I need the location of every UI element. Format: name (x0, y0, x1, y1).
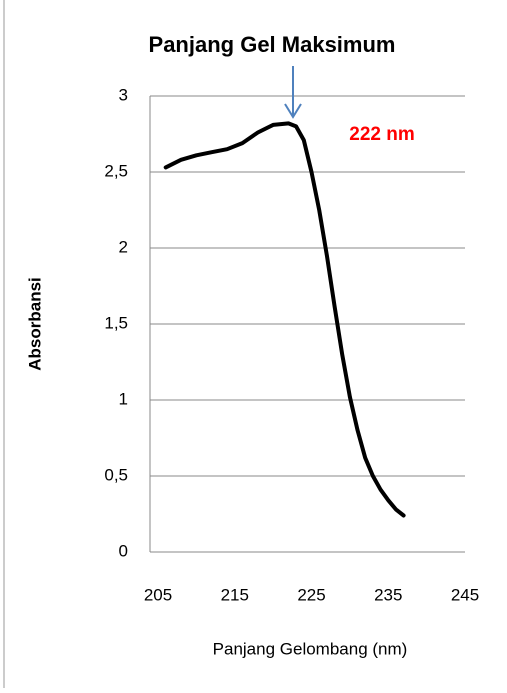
x-axis-label: Panjang Gelombang (nm) (213, 639, 408, 658)
y-tick-label: 1 (119, 389, 128, 408)
y-tick-label: 0,5 (104, 465, 128, 484)
y-axis-label: Absorbansi (25, 277, 44, 371)
y-tick-label: 2 (119, 237, 128, 256)
y-tick-label: 2,5 (104, 161, 128, 180)
x-tick-label: 215 (221, 585, 249, 604)
x-tick-label: 245 (451, 585, 479, 604)
x-tick-label: 235 (374, 585, 402, 604)
y-tick-label: 0 (119, 541, 128, 560)
y-tick-label: 1,5 (104, 313, 128, 332)
chart-title: Panjang Gel Maksimum (149, 32, 396, 57)
annotation: 222 nm (349, 124, 414, 145)
chart: Panjang Gel Maksimum Panjang Gelombang (… (0, 0, 507, 688)
background (0, 0, 507, 688)
x-tick-label: 225 (297, 585, 325, 604)
x-tick-label: 205 (144, 585, 172, 604)
y-tick-label: 3 (119, 85, 128, 104)
